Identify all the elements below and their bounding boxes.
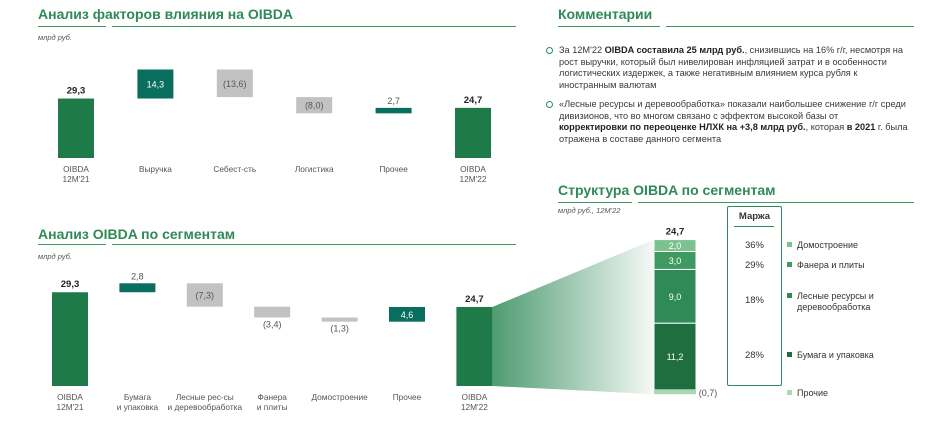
segments-chart-title: Анализ OIBDA по сегментам — [38, 226, 236, 242]
segments-unit: млрд руб. — [38, 252, 72, 261]
category-label-4: Домостроение — [311, 392, 368, 402]
segment-1 — [653, 268, 697, 324]
category-label-3: и плиты — [257, 402, 288, 412]
bar-label-3: (3,4) — [263, 320, 282, 330]
category-label-2: и деревообработка — [168, 402, 243, 412]
segment-label-2: 3,0 — [669, 256, 682, 266]
legend-paper: Бумага и упаковка — [787, 350, 874, 361]
segment-label-1: 9,0 — [669, 292, 682, 302]
category-label-3: Фанера — [258, 392, 288, 402]
segment-label-3: 2,0 — [669, 241, 682, 251]
legend-house: Домостроение — [787, 240, 858, 251]
bar-4 — [375, 107, 412, 114]
segments-title-rule — [38, 244, 516, 245]
bullet-icon — [546, 101, 553, 108]
structure-unit: млрд руб., 12М'22 — [558, 206, 621, 215]
bar-4 — [321, 317, 358, 322]
category-label-6: 12М'22 — [461, 402, 488, 412]
category-label-0: OIBDA — [63, 164, 89, 174]
bar-0 — [52, 292, 88, 386]
category-label-5: Прочее — [393, 392, 422, 402]
stack-total-label: 24,7 — [666, 227, 685, 238]
category-label-0: 12М'21 — [63, 174, 90, 184]
bar-label-5: 24,7 — [464, 95, 483, 106]
comment-item-2: «Лесные ресурсы и деревообработка» показ… — [546, 99, 909, 145]
bar-label-2: (7,3) — [196, 290, 215, 300]
bar-0 — [58, 98, 94, 158]
bar-label-6: 24,7 — [465, 294, 484, 305]
segment-label-0: 11,2 — [667, 352, 684, 362]
factors-unit: млрд руб. — [38, 33, 72, 42]
structure-title-rule — [558, 202, 914, 203]
bar-label-4: (1,3) — [330, 324, 349, 334]
bar-5 — [455, 107, 491, 158]
margin-forest: 18% — [744, 295, 764, 306]
legend-swatch-house — [787, 242, 792, 247]
segment-3 — [653, 239, 697, 252]
bar-6 — [456, 306, 493, 386]
category-label-4: Прочее — [379, 164, 408, 174]
legend-swatch-plywood — [787, 262, 792, 267]
factors-title-rule — [38, 26, 516, 27]
legend-swatch-other — [787, 390, 792, 395]
margin-house: 36% — [744, 240, 764, 251]
comments-title: Комментарии — [558, 6, 653, 22]
bar-3 — [296, 97, 333, 114]
bar-5 — [389, 306, 425, 322]
category-label-5: 12М'22 — [460, 174, 487, 184]
bar-label-4: 2,7 — [387, 96, 400, 106]
bar-2 — [186, 283, 223, 307]
bar-label-1: 14,3 — [147, 80, 165, 90]
legend-other: Прочие — [787, 388, 828, 399]
comments-title-rule — [558, 26, 914, 27]
category-label-2: Себест-сть — [213, 164, 256, 174]
category-label-2: Лесные рес-сы — [176, 392, 234, 402]
legend-swatch-paper — [787, 352, 792, 357]
margin-header: Маржа — [738, 211, 771, 222]
category-label-6: OIBDA — [461, 392, 487, 402]
segment-other — [654, 390, 696, 395]
bar-label-5: 4,6 — [401, 310, 414, 320]
bar-label-0: 29,3 — [61, 279, 80, 290]
bar-label-2: (13,6) — [223, 79, 247, 89]
legend-swatch-forest — [787, 293, 792, 298]
connector-fan — [492, 239, 654, 395]
category-label-0: 12М'21 — [57, 402, 84, 412]
bar-label-1: 2,8 — [131, 271, 144, 281]
structure-chart-title: Структура OIBDA по сегментам — [558, 182, 776, 198]
category-label-1: и упаковка — [117, 402, 159, 412]
margin-paper: 28% — [744, 350, 764, 361]
category-label-3: Логистика — [295, 164, 334, 174]
margin-box — [727, 206, 782, 386]
category-label-5: OIBDA — [460, 164, 486, 174]
margin-plywood: 29% — [744, 260, 764, 271]
bar-1 — [137, 69, 174, 99]
category-label-1: Выручка — [139, 164, 172, 174]
factors-chart-title: Анализ факторов влияния на OIBDA — [38, 6, 294, 22]
bar-1 — [119, 283, 156, 293]
legend-plywood: Фанера и плиты — [787, 260, 865, 271]
bar-2 — [216, 69, 253, 98]
bullet-icon — [546, 47, 553, 54]
bar-3 — [254, 306, 291, 318]
comment-item-1: За 12М'22 OIBDA составила 25 млрд руб., … — [546, 45, 909, 91]
legend-forest: Лесные ресурсы и деревообработка — [787, 291, 897, 313]
bar-label-3: (8,0) — [305, 101, 324, 111]
category-label-0: OIBDA — [57, 392, 83, 402]
category-label-1: Бумага — [124, 392, 151, 402]
bar-label-0: 29,3 — [67, 86, 86, 97]
segment-other-label: (0,7) — [699, 388, 718, 398]
